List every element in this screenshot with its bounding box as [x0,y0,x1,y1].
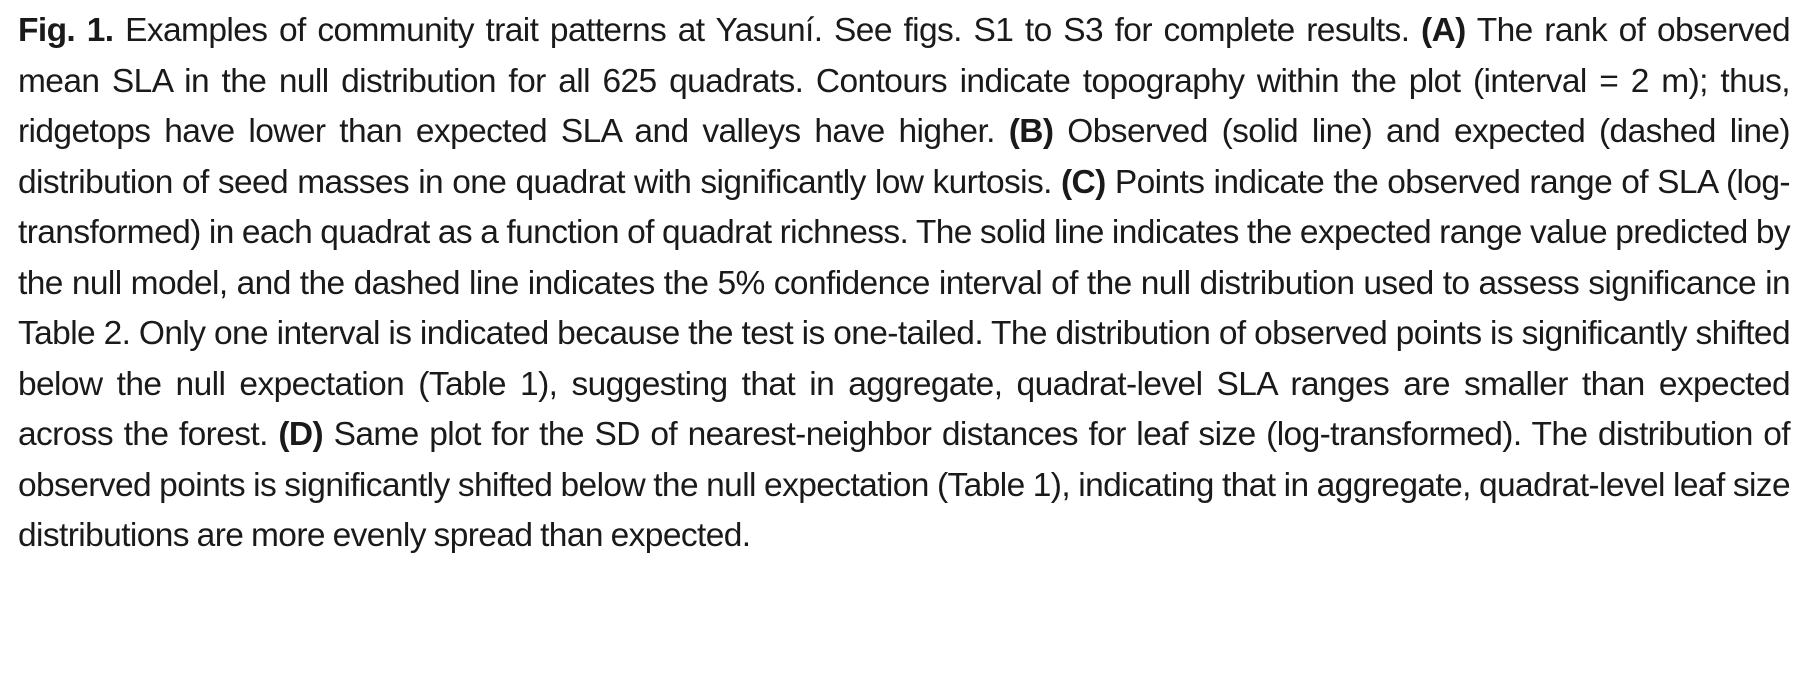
panel-d-label: (D) [278,416,324,453]
caption-text: Points indicate the observed range of SL… [18,163,1791,454]
panel-c-label: (C) [1060,163,1106,201]
caption-text: Observed (solid line) and expected (dash… [18,113,1791,201]
figure-caption: Fig. 1. Examples of community trait patt… [18,6,1791,562]
caption-text: Examples of community trait patterns at … [113,12,1422,49]
caption-text: The rank of observed mean SLA in the nul… [18,12,1791,150]
panel-b-label: (B) [1008,113,1054,150]
figure-label: Fig. 1. [18,12,114,49]
panel-a-label: (A) [1421,12,1466,49]
caption-text: Same plot for the SD of nearest-neighbor… [18,416,1791,554]
